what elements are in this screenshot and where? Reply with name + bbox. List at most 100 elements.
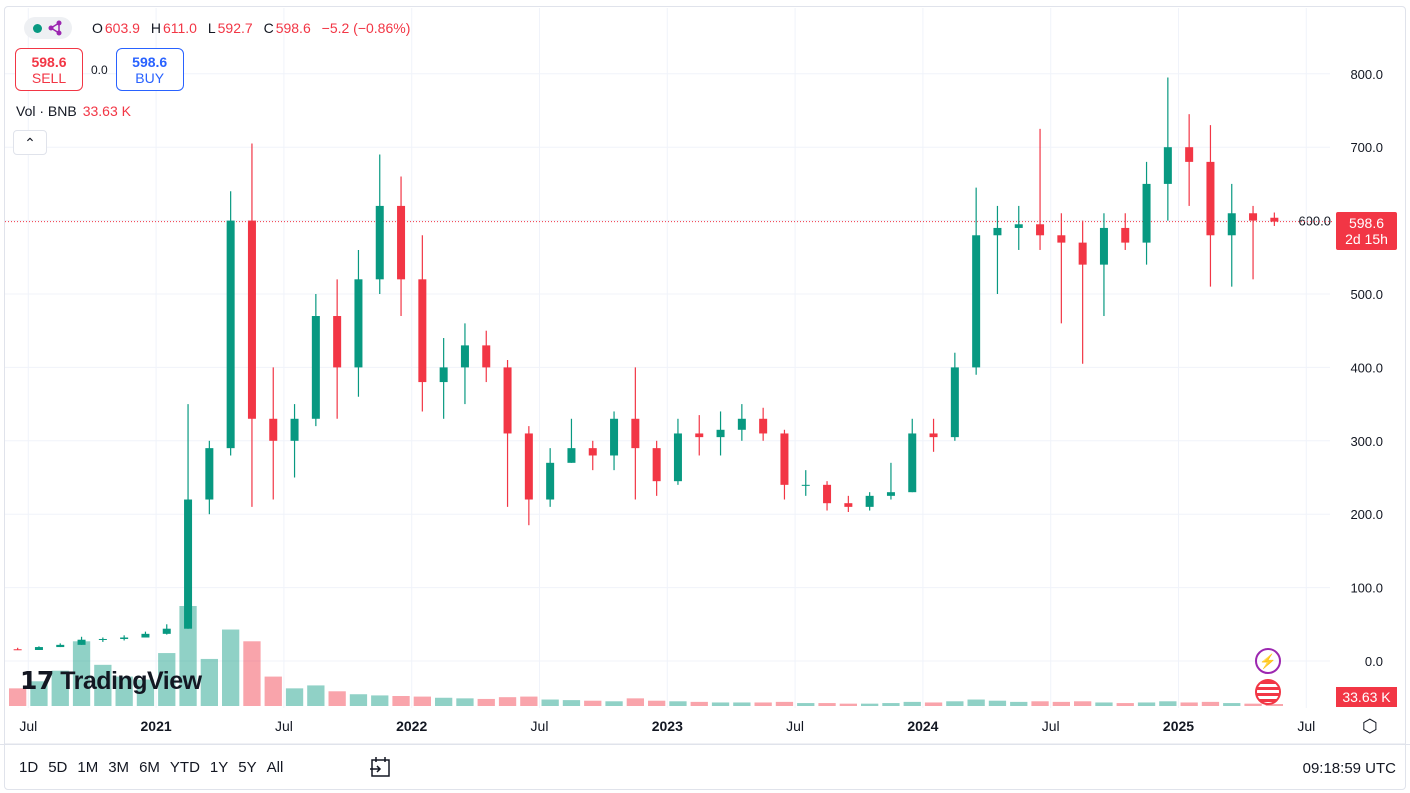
candle-body xyxy=(397,205,406,280)
volume-bar xyxy=(285,688,304,706)
candle-body xyxy=(98,638,107,640)
clock[interactable]: 09:18:59 UTC xyxy=(1302,760,1396,777)
y-tick-label: 400.0 xyxy=(1350,360,1383,375)
volume-bar xyxy=(1180,702,1198,706)
candle xyxy=(524,426,533,526)
candle xyxy=(1078,220,1087,364)
chart-frame xyxy=(4,6,1406,790)
lightning-events-icon[interactable]: ⚡ xyxy=(1255,648,1281,674)
volume-bar xyxy=(690,701,708,706)
candle-body xyxy=(695,433,704,438)
open-label: O xyxy=(92,20,103,36)
last-price-badge: 598.6 2d 15h xyxy=(1336,212,1397,250)
high-label: H xyxy=(150,20,161,36)
candle-body xyxy=(801,484,810,486)
settings-hexagon-icon[interactable]: ⬡ xyxy=(1362,716,1378,736)
symbol-status-pill[interactable] xyxy=(24,17,72,39)
candle-body xyxy=(184,499,193,629)
us-flag-events-icon[interactable] xyxy=(1255,679,1281,705)
candle-body xyxy=(226,220,235,449)
candle-body xyxy=(1249,213,1258,221)
candle-body xyxy=(439,367,448,383)
candle xyxy=(865,492,874,511)
candle-body xyxy=(716,429,725,438)
range-5d[interactable]: 5D xyxy=(48,759,68,776)
volume-bar xyxy=(1052,701,1070,706)
volume-bar xyxy=(243,641,261,706)
y-tick-label: 600.0 xyxy=(1298,214,1331,229)
candle xyxy=(759,407,768,441)
candle xyxy=(120,635,129,641)
range-1y[interactable]: 1Y xyxy=(209,759,229,776)
range-1m[interactable]: 1M xyxy=(77,759,99,776)
volume-bar xyxy=(307,685,325,706)
candle xyxy=(950,352,959,441)
candle-body xyxy=(290,418,299,441)
volume-bar xyxy=(158,653,176,706)
candle-body xyxy=(418,279,427,383)
candle-body xyxy=(311,316,320,419)
candle xyxy=(503,360,512,507)
volume-bar xyxy=(584,700,602,706)
bottom-toolbar: 1D 5D 1M 3M 6M YTD 1Y 5Y All 09:18:59 UTC xyxy=(0,744,1410,792)
y-tick-label: 300.0 xyxy=(1350,434,1383,449)
candle xyxy=(1270,212,1279,226)
candle-body xyxy=(972,235,981,368)
volume-bar xyxy=(924,702,943,706)
range-all[interactable]: All xyxy=(266,759,284,776)
buy-label: BUY xyxy=(135,70,165,86)
volume-bar xyxy=(94,664,112,706)
candle xyxy=(311,294,320,427)
candle-body xyxy=(950,367,959,438)
candle xyxy=(375,154,384,294)
volume-bar xyxy=(903,701,921,706)
buy-price: 598.6 xyxy=(132,54,168,70)
candle-body xyxy=(1078,242,1087,265)
candle xyxy=(226,191,235,456)
candle xyxy=(184,404,193,629)
range-selector: 1D 5D 1M 3M 6M YTD 1Y 5Y All xyxy=(14,759,288,776)
candle-body xyxy=(673,433,682,482)
range-6m[interactable]: 6M xyxy=(139,759,160,776)
candle xyxy=(269,367,278,500)
x-tick-label: Jul xyxy=(531,718,549,734)
spread-value: 0.0 xyxy=(91,62,108,77)
volume-bar xyxy=(818,703,836,706)
volume-bar xyxy=(328,691,346,706)
candle-body xyxy=(737,418,746,430)
candle xyxy=(801,470,810,496)
candle-body xyxy=(908,433,917,493)
candle-body xyxy=(247,220,256,419)
x-tick-label: 2021 xyxy=(141,718,172,734)
candle-body xyxy=(1121,227,1130,243)
x-tick-label: Jul xyxy=(19,718,37,734)
low-value: 592.7 xyxy=(217,20,253,36)
volume-bar xyxy=(477,698,495,706)
candle-body xyxy=(1227,213,1236,236)
collapse-legend-button[interactable]: ⌃ xyxy=(13,130,47,155)
candle xyxy=(1163,77,1172,221)
buy-button[interactable]: 598.6 BUY xyxy=(115,48,184,91)
candle xyxy=(886,462,895,500)
date-range-icon[interactable] xyxy=(368,755,392,779)
range-ytd[interactable]: YTD xyxy=(169,759,200,776)
candle xyxy=(1099,213,1108,317)
range-5y[interactable]: 5Y xyxy=(238,759,257,776)
sell-price: 598.6 xyxy=(31,54,67,70)
price-chart[interactable]: 800.0 700.0 600.0 500.0 400.0 300.0 200.0 100.0… xyxy=(0,0,1410,744)
candle xyxy=(482,330,491,383)
close-label: C xyxy=(263,20,274,36)
y-tick-label: 0.0 xyxy=(1365,654,1383,669)
range-1d[interactable]: 1D xyxy=(19,759,39,776)
tradingview-logo[interactable]: 𝟭𝟳 TradingView xyxy=(20,666,202,696)
candle-body xyxy=(652,448,661,482)
candle xyxy=(333,279,342,419)
range-3m[interactable]: 3M xyxy=(108,759,130,776)
sell-button[interactable]: 598.6 SELL xyxy=(15,48,83,91)
x-tick-label: 2023 xyxy=(652,718,683,734)
candle xyxy=(354,249,363,397)
candle-body xyxy=(1036,224,1045,236)
volume-bar xyxy=(775,701,794,706)
x-tick-label: Jul xyxy=(786,718,804,734)
candle xyxy=(1206,125,1215,287)
